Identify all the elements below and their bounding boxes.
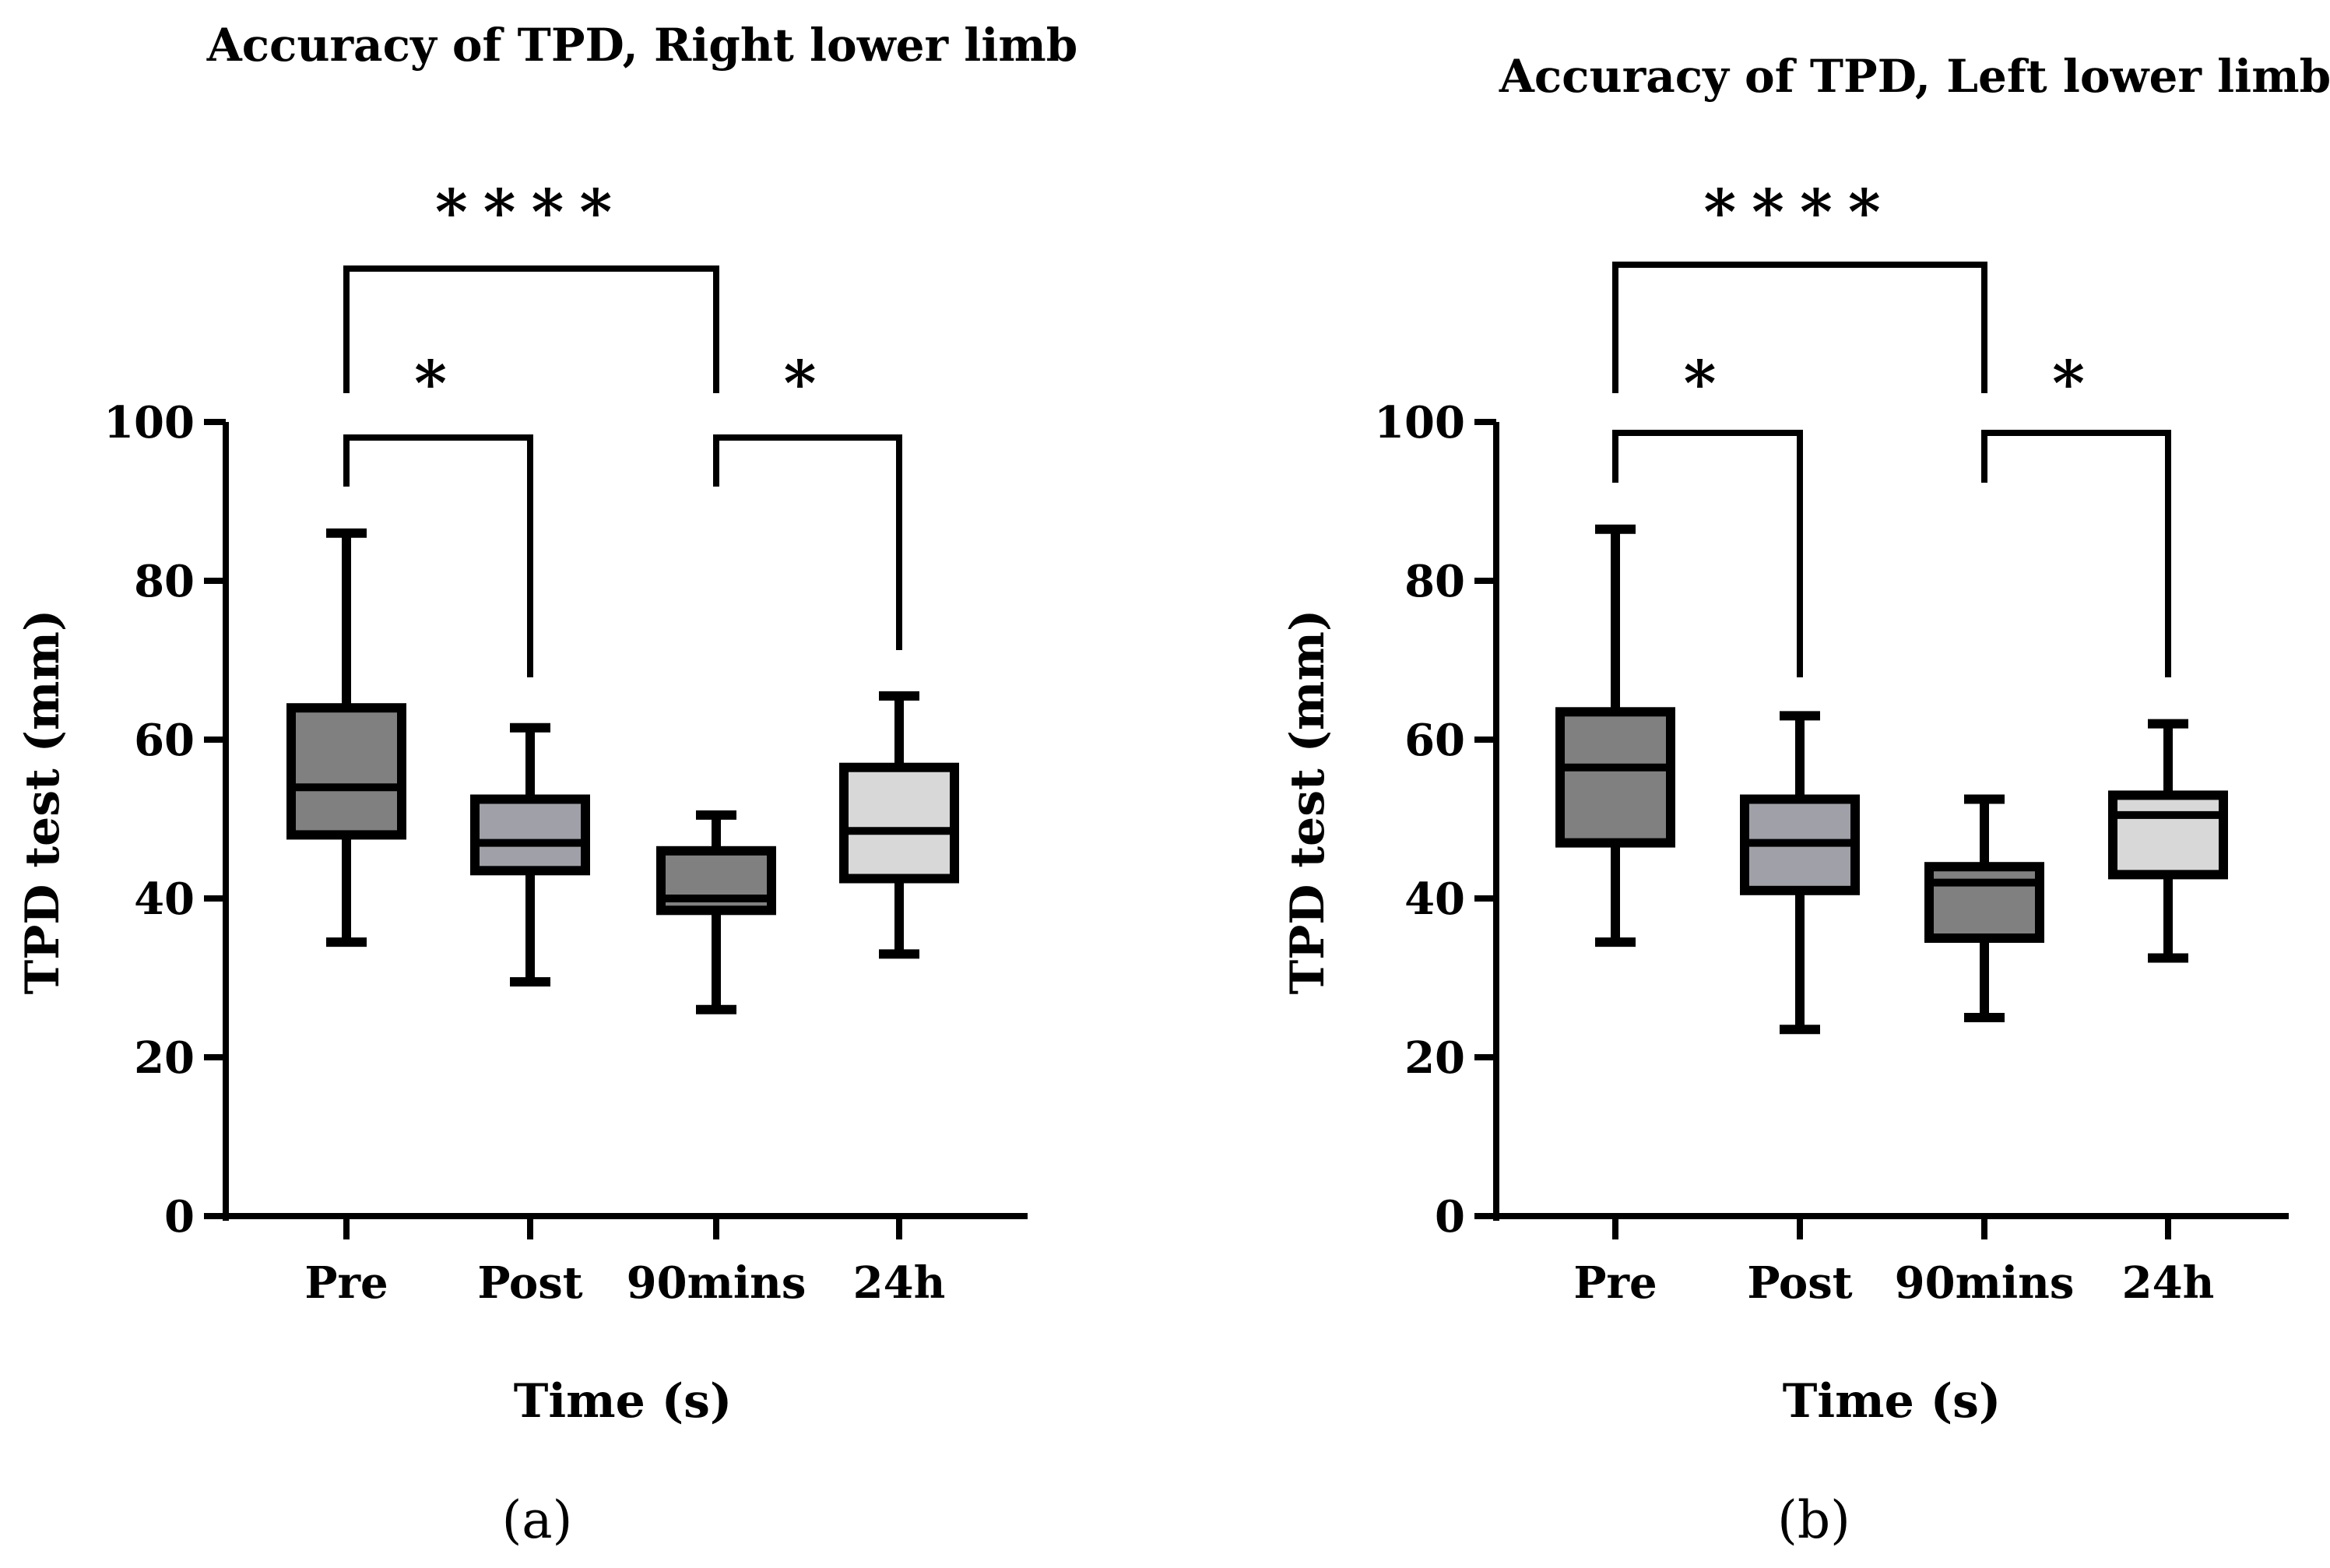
panel-a-box <box>839 762 959 884</box>
panel-b-x-axis-label: Time (s) <box>1783 1374 2001 1429</box>
panel-b-x-tick-label: Pre <box>1573 1257 1657 1309</box>
panel-b-letter: (b) <box>1777 1490 1850 1550</box>
panel-b-y-tick-label: 0 <box>1435 1191 1465 1243</box>
panel-a-y-tick-label: 100 <box>104 397 195 448</box>
panel-b-y-tick-label: 100 <box>1374 397 1465 448</box>
panel-b-x-tick-label: 24h <box>2122 1257 2215 1309</box>
panel-a-letter: (a) <box>502 1490 573 1550</box>
panel-a-y-tick-label: 20 <box>134 1032 195 1084</box>
panel-b-x-tick-label: Post <box>1747 1257 1852 1309</box>
panel-b-significance-label: **** <box>1703 175 1896 248</box>
panel-b-x-tick-label: 90mins <box>1895 1257 2075 1309</box>
panel-a-significance-bracket <box>343 265 719 393</box>
panel-a-x-tick-label: Pre <box>304 1257 388 1309</box>
panel-a-chart: Accuracy of TPD, Right lower limb Time (… <box>16 19 1077 1550</box>
panel-a-significance-bracket <box>343 434 533 677</box>
panel-a-x-tick-label: 24h <box>853 1257 946 1309</box>
panel-b-significance-bracket <box>1981 430 2171 677</box>
panel-b-box <box>2108 790 2228 880</box>
panel-a-significance-bracket <box>713 434 902 650</box>
panel-a-significance-label: * <box>414 346 462 420</box>
panel-a-box <box>286 703 406 840</box>
panel-a-y-axis-label: TPD test (mm) <box>16 610 70 995</box>
panel-b-y-axis-label: TPD test (mm) <box>1281 610 1335 995</box>
panel-b-significance-bracket <box>1612 430 1803 677</box>
panel-b-box <box>1924 862 2044 943</box>
panel-a-x-tick-label: 90mins <box>627 1257 807 1309</box>
panel-a-x-tick-label: Post <box>477 1257 582 1309</box>
panel-b-chart: Accuracy of TPD, Left lower limb Time (s… <box>1281 50 2330 1550</box>
panel-a-y-tick-label: 0 <box>164 1191 195 1243</box>
panel-a-x-axis-label: Time (s) <box>514 1374 733 1429</box>
panel-a-significance-label: * <box>784 346 832 420</box>
panel-b-box <box>1555 707 1675 848</box>
panel-b-significance-label: * <box>2052 346 2100 420</box>
panel-a-significance-label: **** <box>435 175 627 248</box>
panel-a-y-tick-label: 60 <box>134 715 195 766</box>
panel-b-y-tick-label: 80 <box>1404 556 1465 607</box>
panel-b-significance-bracket <box>1612 262 1987 393</box>
panel-a-box <box>470 794 590 876</box>
panel-a-title: Accuracy of TPD, Right lower limb <box>206 19 1078 72</box>
panel-a-y-tick-label: 80 <box>134 556 195 607</box>
panel-b-y-tick-label: 20 <box>1404 1032 1465 1084</box>
panel-b-title: Accuracy of TPD, Left lower limb <box>1499 50 2330 103</box>
panel-b-y-tick-label: 60 <box>1404 715 1465 766</box>
panel-b-y-tick-label: 40 <box>1404 874 1465 925</box>
panel-b-significance-label: * <box>1684 346 1732 420</box>
panel-a-y-tick-label: 40 <box>134 874 195 925</box>
